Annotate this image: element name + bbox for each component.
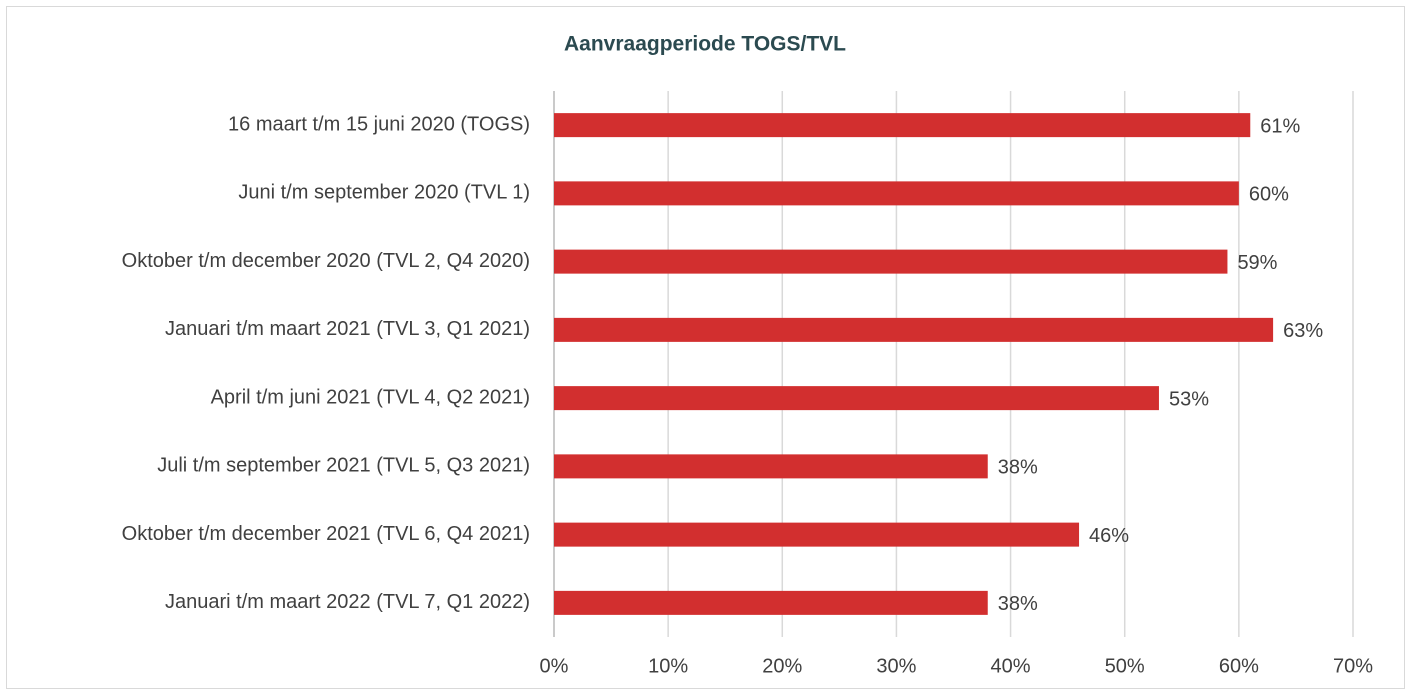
bar xyxy=(554,181,1239,206)
y-tick-label: Oktober t/m december 2021 (TVL 6, Q4 202… xyxy=(122,523,530,545)
x-tick-label: 50% xyxy=(1105,655,1145,677)
bar xyxy=(554,386,1159,411)
data-label: 46% xyxy=(1089,525,1129,547)
y-tick-label: April t/m juni 2021 (TVL 4, Q2 2021) xyxy=(211,386,530,408)
bar xyxy=(554,113,1251,138)
data-label: 63% xyxy=(1283,320,1323,342)
y-tick-label: Juli t/m september 2021 (TVL 5, Q3 2021) xyxy=(157,455,530,477)
bar xyxy=(554,590,988,615)
chart-title: Aanvraagperiode TOGS/TVL xyxy=(564,33,846,56)
x-tick-label: 10% xyxy=(648,655,688,677)
data-label: 53% xyxy=(1169,388,1209,410)
y-tick-label: Juni t/m september 2020 (TVL 1) xyxy=(238,182,530,204)
x-tick-label: 40% xyxy=(991,655,1031,677)
y-tick-label: Oktober t/m december 2020 (TVL 2, Q4 202… xyxy=(122,250,530,272)
data-label: 38% xyxy=(998,457,1038,479)
data-label: 38% xyxy=(998,593,1038,615)
x-tick-label: 60% xyxy=(1219,655,1259,677)
data-label: 61% xyxy=(1260,115,1300,137)
data-label: 60% xyxy=(1249,184,1289,206)
x-tick-label: 0% xyxy=(540,655,569,677)
data-label: 59% xyxy=(1237,252,1277,274)
y-tick-label: Januari t/m maart 2021 (TVL 3, Q1 2021) xyxy=(165,318,530,340)
y-tick-label: Januari t/m maart 2022 (TVL 7, Q1 2022) xyxy=(165,591,530,613)
x-tick-label: 30% xyxy=(876,655,916,677)
chart-border xyxy=(6,6,1405,689)
x-tick-label: 70% xyxy=(1333,655,1373,677)
bar xyxy=(554,249,1228,274)
x-tick-label: 20% xyxy=(762,655,802,677)
bar xyxy=(554,522,1080,547)
bar xyxy=(554,317,1274,342)
bar xyxy=(554,454,988,479)
y-tick-label: 16 maart t/m 15 juni 2020 (TOGS) xyxy=(228,113,530,135)
